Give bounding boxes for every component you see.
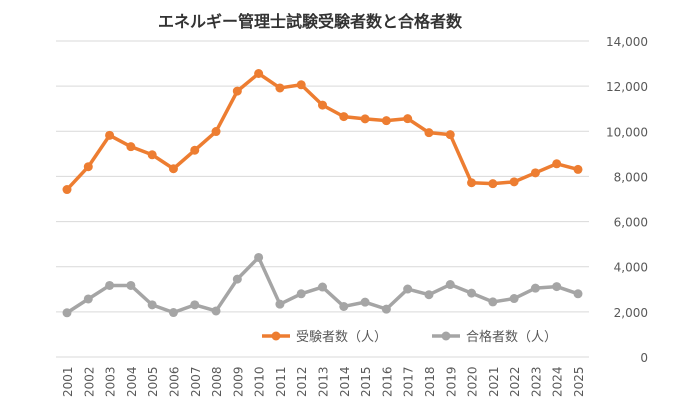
y-tick-label: 4,000	[614, 261, 648, 275]
data-point	[381, 304, 391, 314]
data-point	[275, 83, 285, 93]
data-point	[552, 159, 562, 169]
legend-label: 合格者数（人）	[466, 329, 557, 345]
data-point	[403, 284, 413, 294]
data-point	[254, 69, 264, 79]
x-tick-label: 2018	[423, 366, 437, 397]
x-tick-label: 2011	[274, 366, 288, 397]
data-point	[530, 168, 540, 178]
data-point	[126, 142, 136, 152]
data-point	[105, 130, 115, 140]
data-point	[445, 130, 455, 140]
x-tick-label: 2017	[402, 366, 416, 397]
data-point	[573, 289, 583, 299]
data-point	[190, 300, 200, 310]
data-point	[62, 308, 72, 318]
data-point	[168, 164, 178, 174]
data-point	[467, 288, 477, 298]
legend-label: 受験者数（人）	[296, 330, 387, 345]
x-tick-label: 2009	[231, 366, 245, 397]
y-tick-label: 2,000	[614, 306, 648, 320]
x-tick-label: 2012	[295, 366, 309, 397]
data-point	[318, 282, 327, 292]
data-point	[168, 308, 178, 318]
legend-item-1: 合格者数（人）	[432, 329, 557, 345]
x-tick-label: 2023	[529, 366, 543, 397]
data-point	[424, 290, 434, 300]
data-point	[232, 274, 242, 284]
data-point	[211, 306, 221, 316]
data-point	[509, 177, 519, 187]
x-tick-label: 2008	[210, 366, 224, 397]
legend-marker	[271, 331, 281, 341]
data-point	[488, 179, 498, 189]
data-point	[339, 301, 349, 311]
data-point	[105, 280, 115, 290]
x-tick-label: 2002	[82, 366, 96, 397]
data-point	[318, 100, 327, 110]
x-tick-label: 2016	[380, 366, 394, 397]
data-point	[445, 280, 455, 290]
data-point	[381, 116, 391, 126]
chart-title: エネルギー管理士試験受験者数と合格者数	[158, 12, 463, 31]
data-point	[360, 114, 370, 124]
y-tick-label: 12,000	[606, 80, 648, 94]
x-tick-label: 2021	[487, 366, 501, 397]
x-tick-label: 2001	[61, 366, 75, 397]
data-point	[147, 150, 157, 160]
legend-item-0: 受験者数（人）	[262, 330, 387, 345]
x-tick-label: 2006	[167, 366, 181, 397]
y-tick-label: 10,000	[606, 125, 648, 139]
x-tick-label: 2024	[551, 366, 565, 397]
x-tick-label: 2007	[189, 366, 203, 397]
x-tick-label: 2020	[466, 366, 480, 397]
y-tick-label: 0	[640, 351, 648, 365]
data-point	[296, 80, 306, 90]
x-tick-label: 2014	[338, 366, 352, 397]
data-point	[339, 112, 349, 122]
data-point	[254, 252, 264, 262]
x-tick-label: 2025	[572, 366, 586, 397]
data-point	[126, 280, 136, 290]
x-tick-label: 2004	[125, 366, 139, 397]
series-1	[62, 252, 583, 318]
data-point	[573, 164, 583, 174]
x-tick-label: 2015	[359, 366, 373, 397]
x-tick-label: 2005	[146, 366, 160, 397]
data-point	[552, 282, 562, 292]
data-point	[403, 114, 413, 124]
x-tick-label: 2010	[253, 366, 267, 397]
data-point	[509, 294, 519, 304]
data-point	[275, 299, 285, 309]
data-point	[296, 289, 306, 299]
y-tick-label: 6,000	[614, 216, 648, 230]
data-point	[211, 127, 221, 137]
legend-marker	[441, 331, 451, 341]
x-tick-label: 2019	[444, 366, 458, 397]
x-tick-label: 2003	[104, 366, 118, 397]
data-point	[62, 185, 72, 195]
data-point	[424, 128, 434, 138]
data-point	[190, 145, 200, 155]
series-0	[62, 69, 583, 195]
data-point	[467, 178, 477, 188]
y-tick-label: 8,000	[614, 170, 648, 184]
data-point	[83, 294, 93, 304]
x-tick-label: 2013	[317, 366, 331, 397]
data-point	[232, 86, 242, 96]
data-point	[147, 300, 157, 310]
x-tick-label: 2022	[508, 366, 522, 397]
data-point	[360, 297, 370, 307]
data-point	[488, 297, 498, 307]
data-point	[530, 283, 540, 293]
y-tick-label: 14,000	[606, 35, 648, 49]
data-point	[83, 162, 93, 172]
